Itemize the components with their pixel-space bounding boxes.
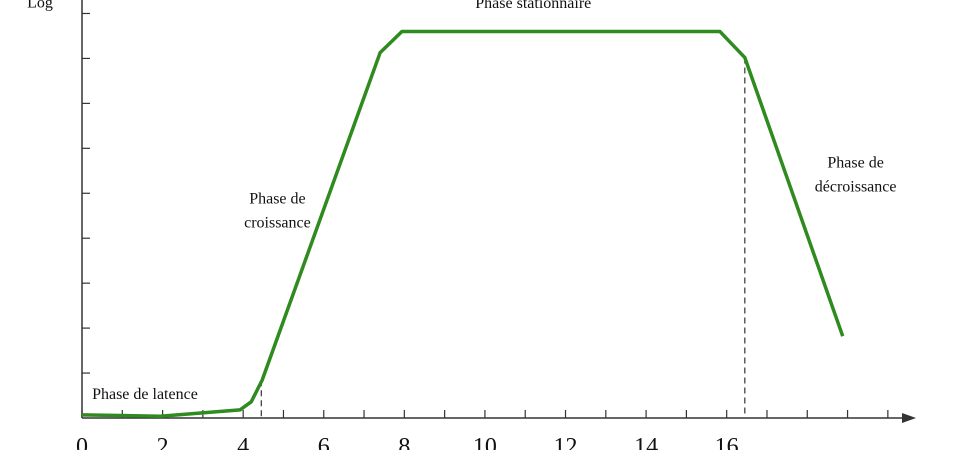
x-tick-label: 2 [157,434,169,450]
annotation: Phase de latence [92,386,198,403]
x-tick-label: 8 [398,434,410,450]
x-tick-label: 12 [554,434,578,450]
annotation: croissance [244,215,311,232]
x-tick-label: 0 [76,434,88,450]
annotation: Phase de [249,191,305,208]
annotation: Phase stationnaire [475,0,591,12]
annotation: décroissance [815,179,897,196]
x-tick-label: 4 [237,434,249,450]
growth-curve [81,29,845,418]
x-tick-label: 16 [715,434,739,450]
x-tick-label: 14 [634,434,658,450]
x-tick-label: 10 [473,434,497,450]
y-axis-label: Log [27,0,53,12]
annotation: Phase de [827,155,883,172]
x-axis-arrow [902,413,916,423]
x-tick-label: 6 [318,434,330,450]
